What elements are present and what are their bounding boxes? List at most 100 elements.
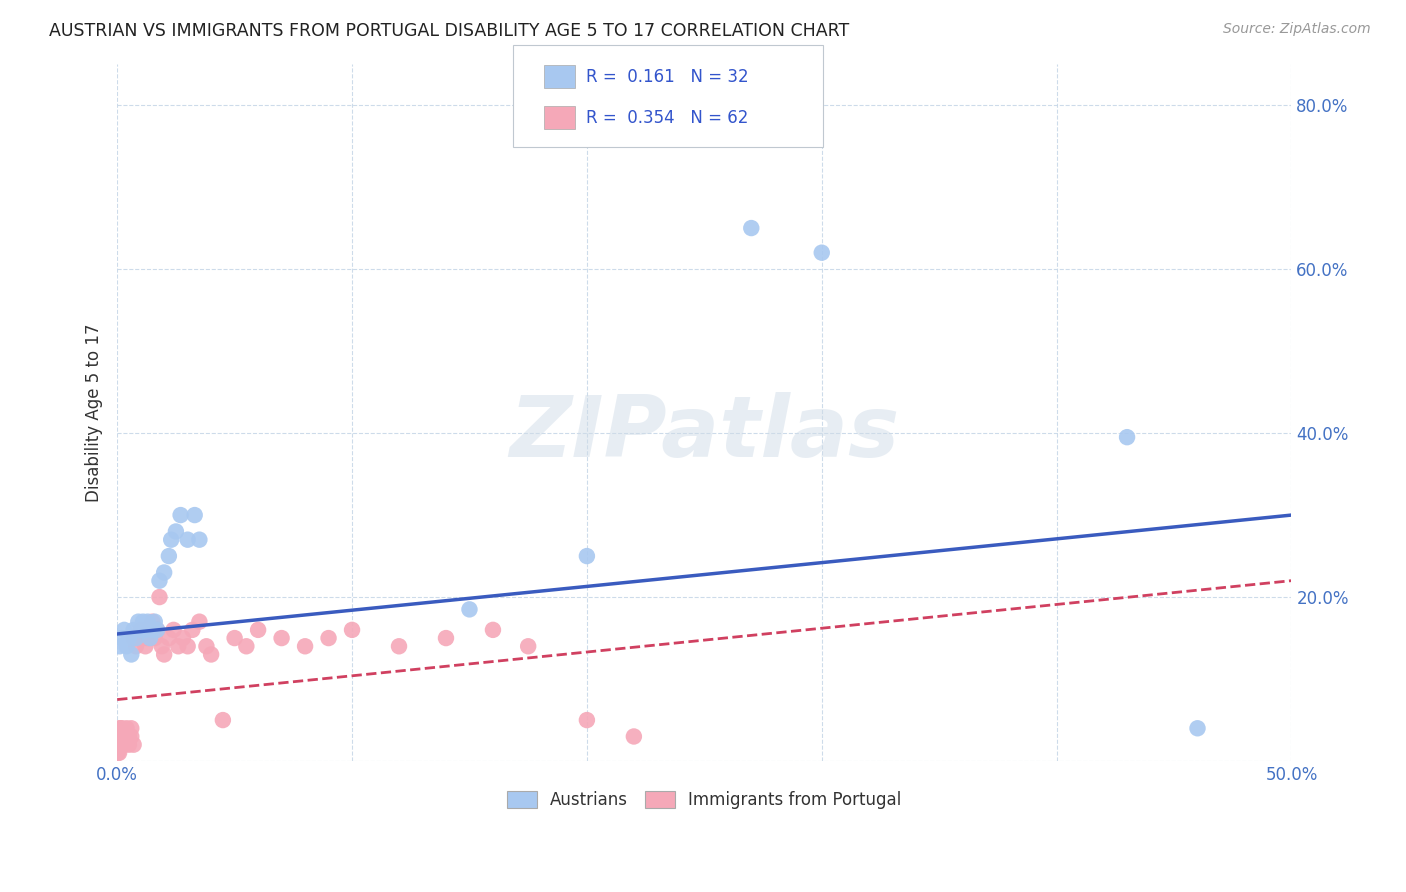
Point — [127, 615, 149, 629]
Point — [129, 623, 152, 637]
Point — [120, 730, 142, 744]
Point — [122, 738, 145, 752]
Point — [115, 730, 138, 744]
Point — [108, 730, 131, 744]
Point — [575, 713, 598, 727]
Point — [134, 640, 156, 654]
Point — [160, 533, 183, 547]
Point — [340, 623, 363, 637]
Point — [434, 631, 457, 645]
Point — [172, 631, 194, 645]
Point — [108, 738, 131, 752]
Point — [118, 738, 141, 752]
Point — [235, 640, 257, 654]
Point — [148, 574, 170, 588]
Point — [143, 631, 166, 645]
Point — [115, 721, 138, 735]
Point — [157, 549, 180, 563]
Point — [112, 623, 135, 637]
Point — [224, 631, 246, 645]
Point — [112, 738, 135, 752]
Point — [136, 631, 159, 645]
Point — [318, 631, 340, 645]
Point — [157, 631, 180, 645]
Point — [183, 508, 205, 522]
Point — [107, 730, 129, 744]
Point — [125, 631, 148, 645]
Text: R =  0.161   N = 32: R = 0.161 N = 32 — [586, 68, 749, 86]
Point — [153, 566, 176, 580]
Point — [139, 631, 162, 645]
Point — [108, 746, 131, 760]
Point — [110, 721, 132, 735]
Point — [107, 738, 129, 752]
Point — [108, 721, 131, 735]
Point — [120, 721, 142, 735]
Point — [111, 738, 134, 752]
Point — [141, 623, 163, 637]
Point — [108, 640, 131, 654]
Point — [482, 623, 505, 637]
Point — [176, 533, 198, 547]
Point — [111, 721, 134, 735]
Point — [294, 640, 316, 654]
Point — [188, 533, 211, 547]
Point — [141, 615, 163, 629]
Point — [388, 640, 411, 654]
Point — [212, 713, 235, 727]
Point — [188, 615, 211, 629]
Point — [118, 631, 141, 645]
Point — [110, 730, 132, 744]
Point — [122, 623, 145, 637]
Point — [623, 730, 645, 744]
Point — [110, 738, 132, 752]
Text: Source: ZipAtlas.com: Source: ZipAtlas.com — [1223, 22, 1371, 37]
Point — [247, 623, 270, 637]
Point — [810, 245, 832, 260]
Point — [176, 640, 198, 654]
Point — [136, 615, 159, 629]
Point — [108, 738, 131, 752]
Point — [167, 640, 190, 654]
Point — [139, 623, 162, 637]
Point — [132, 615, 155, 629]
Point — [132, 631, 155, 645]
Point — [575, 549, 598, 563]
Y-axis label: Disability Age 5 to 17: Disability Age 5 to 17 — [86, 323, 103, 502]
Text: ZIPatlas: ZIPatlas — [509, 392, 900, 475]
Point — [165, 524, 187, 539]
Point — [118, 730, 141, 744]
Point — [127, 631, 149, 645]
Point — [150, 640, 173, 654]
Point — [107, 738, 129, 752]
Point — [270, 631, 292, 645]
Point — [112, 730, 135, 744]
Text: R =  0.354   N = 62: R = 0.354 N = 62 — [586, 109, 748, 127]
Text: AUSTRIAN VS IMMIGRANTS FROM PORTUGAL DISABILITY AGE 5 TO 17 CORRELATION CHART: AUSTRIAN VS IMMIGRANTS FROM PORTUGAL DIS… — [49, 22, 849, 40]
Point — [134, 623, 156, 637]
Point — [1116, 430, 1139, 444]
Point — [111, 730, 134, 744]
Point — [125, 640, 148, 654]
Point — [1187, 721, 1209, 735]
Point — [115, 640, 138, 654]
Point — [458, 602, 481, 616]
Point — [181, 623, 204, 637]
Legend: Austrians, Immigrants from Portugal: Austrians, Immigrants from Portugal — [501, 784, 908, 815]
Point — [129, 623, 152, 637]
Point — [111, 631, 134, 645]
Point — [517, 640, 540, 654]
Point — [740, 221, 762, 235]
Point — [153, 648, 176, 662]
Point — [146, 623, 169, 637]
Point — [122, 631, 145, 645]
Point — [169, 508, 191, 522]
Point — [200, 648, 222, 662]
Point — [162, 623, 184, 637]
Point — [107, 746, 129, 760]
Point — [120, 648, 142, 662]
Point — [107, 730, 129, 744]
Point — [195, 640, 218, 654]
Point — [143, 615, 166, 629]
Point — [146, 623, 169, 637]
